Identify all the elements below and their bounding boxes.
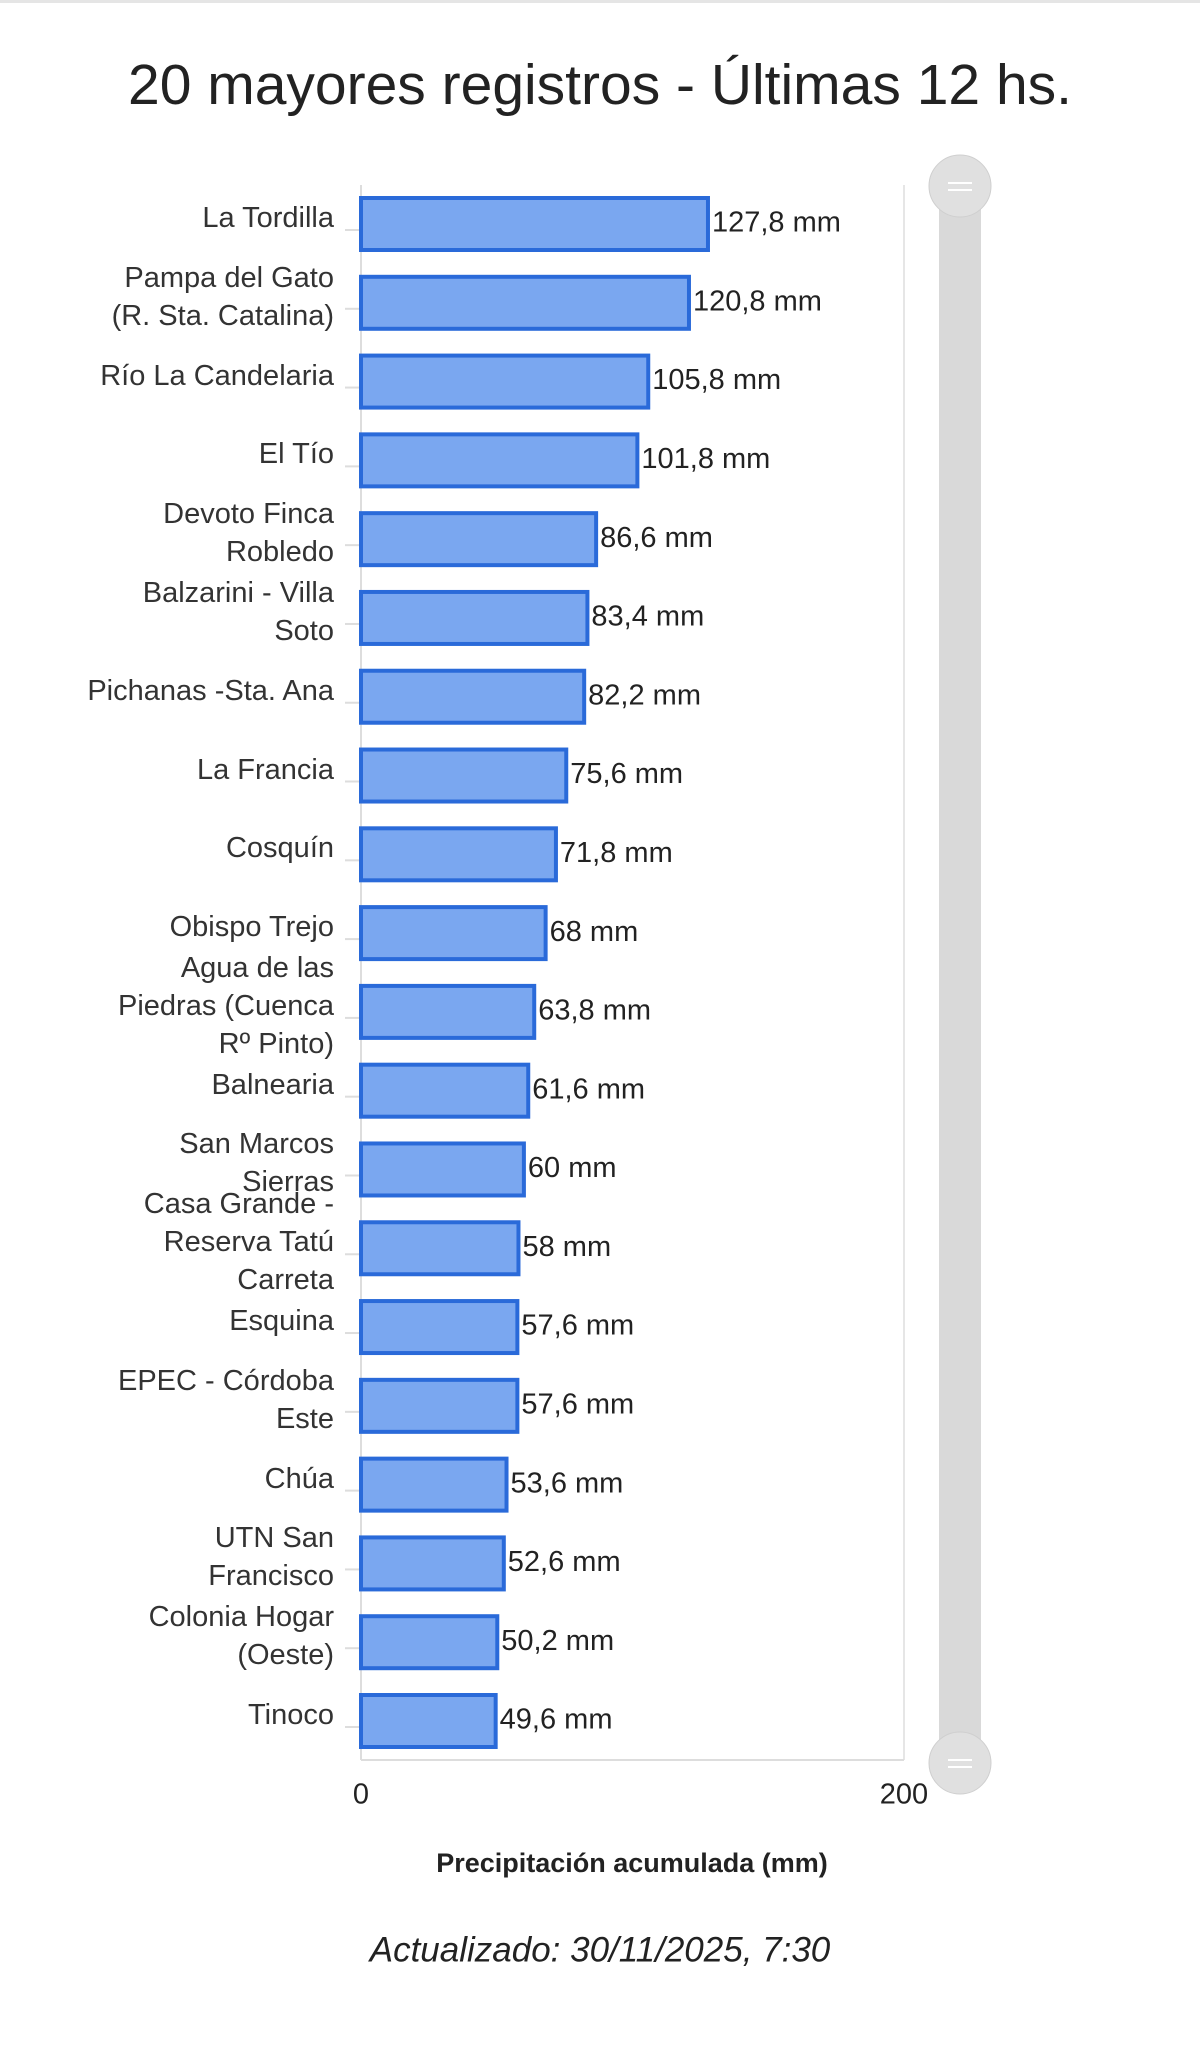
value-label: 49,6 mm [500,1704,613,1736]
bar [359,1535,506,1592]
bar [359,274,691,331]
category-label: EPEC - Córdoba Este [118,1364,334,1435]
category-label: Balzarini - Villa Soto [142,576,334,647]
scroll-handle-bottom[interactable] [928,1731,992,1795]
chart-title: 20 mayores registros - Últimas 12 hs. [128,53,1072,117]
value-label: 61,6 mm [532,1073,645,1105]
bar [359,1220,521,1277]
category-label: Obispo Trejo [169,911,334,944]
scroll-handle-top[interactable] [928,154,992,218]
value-label: 105,8 mm [652,364,781,396]
value-label: 82,2 mm [588,679,701,711]
bar [359,668,587,725]
bar [359,983,537,1040]
bar [359,1614,500,1671]
bar [359,826,558,883]
category-label: Esquina [229,1305,334,1338]
category-label: Colonia Hogar (Oeste) [148,1601,334,1672]
category-label: La Tordilla [202,202,334,234]
bar [359,511,599,568]
value-label: 75,6 mm [570,758,683,790]
value-label: 127,8 mm [712,207,841,239]
category-label: Río La Candelaria [100,359,334,392]
category-label: Agua de las Piedras (Cuenca Rº Pinto) [118,951,334,1060]
category-label: Cosquín [225,832,334,865]
bar [359,1693,498,1749]
footer-note: Actualizado: 30/11/2025, 7:30 [368,1930,831,1969]
category-label: Balnearia [211,1068,334,1101]
bar [359,747,569,804]
bar [359,1377,520,1434]
value-label: 53,6 mm [511,1467,624,1499]
value-label: 57,6 mm [521,1310,634,1342]
value-label: 101,8 mm [641,443,770,475]
bar [359,905,548,962]
category-label: El Tío [258,438,334,471]
value-label: 57,6 mm [521,1388,634,1420]
category-label: Devoto Finca Robledo [163,498,334,569]
bar [359,196,710,252]
x-axis-title: Precipitación acumulada (mm) [436,1848,828,1878]
category-label: UTN San Francisco [208,1522,334,1593]
category-label: Pichanas -Sta. Ana [87,674,334,707]
value-label: 120,8 mm [693,285,822,317]
category-label: Chúa [264,1462,334,1495]
category-label: San Marcos Sierras [179,1128,334,1199]
value-label: 50,2 mm [501,1625,614,1657]
bar [359,1456,509,1513]
value-label: 58 mm [522,1231,611,1263]
value-label: 68 mm [550,916,639,948]
value-label: 52,6 mm [508,1546,621,1578]
value-label: 63,8 mm [538,995,651,1027]
bar [359,432,640,489]
value-label: 60 mm [528,1152,617,1184]
top-border [0,0,1200,3]
bar [359,1141,526,1198]
x-tick-label: 0 [353,1779,369,1811]
bar [359,353,651,410]
bar [359,1062,531,1119]
category-label: La Francia [196,753,334,786]
category-label: Tinoco [248,1699,334,1731]
x-tick-label: 200 [880,1779,928,1811]
value-label: 83,4 mm [591,601,704,633]
value-label: 86,6 mm [600,522,713,554]
category-label: Pampa del Gato (R. Sta. Catalina) [111,261,334,332]
scrollbar-track[interactable] [939,186,981,1763]
value-label: 71,8 mm [560,837,673,869]
bar [359,1299,520,1356]
category-label: Casa Grande - Reserva Tatú Carreta [143,1188,334,1297]
bar [359,589,590,646]
